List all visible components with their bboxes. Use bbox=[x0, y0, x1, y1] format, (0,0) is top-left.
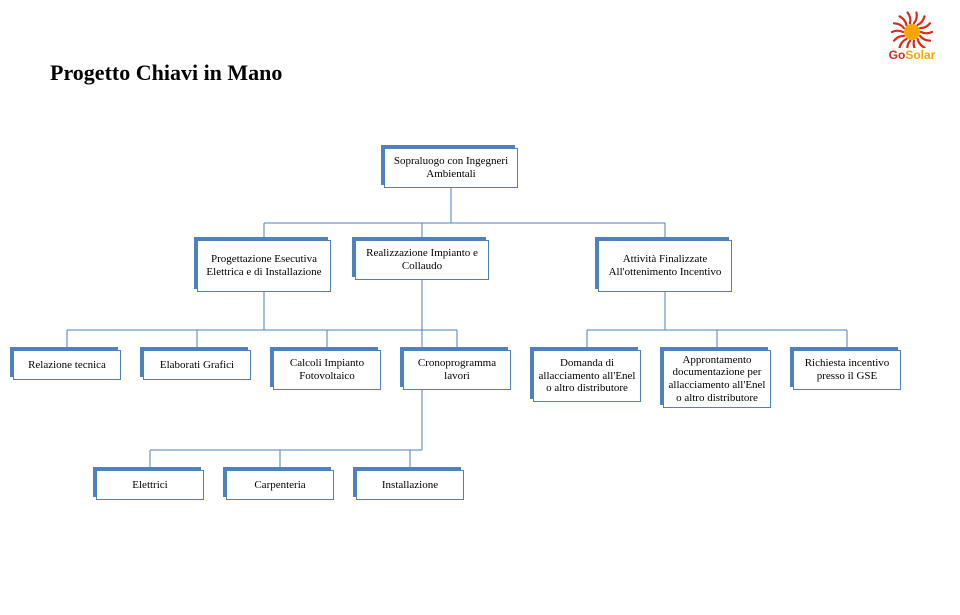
node-label: Progettazione Esecutiva Elettrica e di I… bbox=[197, 240, 331, 292]
node-l3-3: Cronoprogramma lavori bbox=[403, 350, 511, 390]
brand-logo-text: GoSolar bbox=[880, 48, 944, 62]
node-l2-0: Progettazione Esecutiva Elettrica e di I… bbox=[197, 240, 331, 292]
node-l3-5: Approntamento documentazione per allacci… bbox=[663, 350, 771, 408]
org-chart-connectors bbox=[0, 0, 960, 615]
node-l4-2: Installazione bbox=[356, 470, 464, 500]
node-l3-2: Calcoli Impianto Fotovoltaico bbox=[273, 350, 381, 390]
node-label: Elettrici bbox=[96, 470, 204, 500]
node-label: Calcoli Impianto Fotovoltaico bbox=[273, 350, 381, 390]
node-l3-6: Richiesta incentivo presso il GSE bbox=[793, 350, 901, 390]
node-l3-0: Relazione tecnica bbox=[13, 350, 121, 380]
node-label: Domanda di allacciamento all'Enel o altr… bbox=[533, 350, 641, 402]
node-label: Richiesta incentivo presso il GSE bbox=[793, 350, 901, 390]
node-l2-1: Realizzazione Impianto e Collaudo bbox=[355, 240, 489, 280]
page-title: Progetto Chiavi in Mano bbox=[50, 60, 282, 86]
sun-icon bbox=[888, 8, 936, 48]
node-l3-1: Elaborati Grafici bbox=[143, 350, 251, 380]
node-label: Carpenteria bbox=[226, 470, 334, 500]
node-label: Elaborati Grafici bbox=[143, 350, 251, 380]
node-label: Approntamento documentazione per allacci… bbox=[663, 350, 771, 408]
node-label: Attività Finalizzate All'ottenimento Inc… bbox=[598, 240, 732, 292]
node-l3-4: Domanda di allacciamento all'Enel o altr… bbox=[533, 350, 641, 402]
node-l4-0: Elettrici bbox=[96, 470, 204, 500]
node-label: Sopraluogo con Ingegneri Ambientali bbox=[384, 148, 518, 188]
brand-logo: GoSolar bbox=[880, 8, 944, 62]
node-label: Relazione tecnica bbox=[13, 350, 121, 380]
node-label: Cronoprogramma lavori bbox=[403, 350, 511, 390]
node-label: Realizzazione Impianto e Collaudo bbox=[355, 240, 489, 280]
node-l2-2: Attività Finalizzate All'ottenimento Inc… bbox=[598, 240, 732, 292]
node-label: Installazione bbox=[356, 470, 464, 500]
node-root: Sopraluogo con Ingegneri Ambientali bbox=[384, 148, 518, 188]
node-l4-1: Carpenteria bbox=[226, 470, 334, 500]
